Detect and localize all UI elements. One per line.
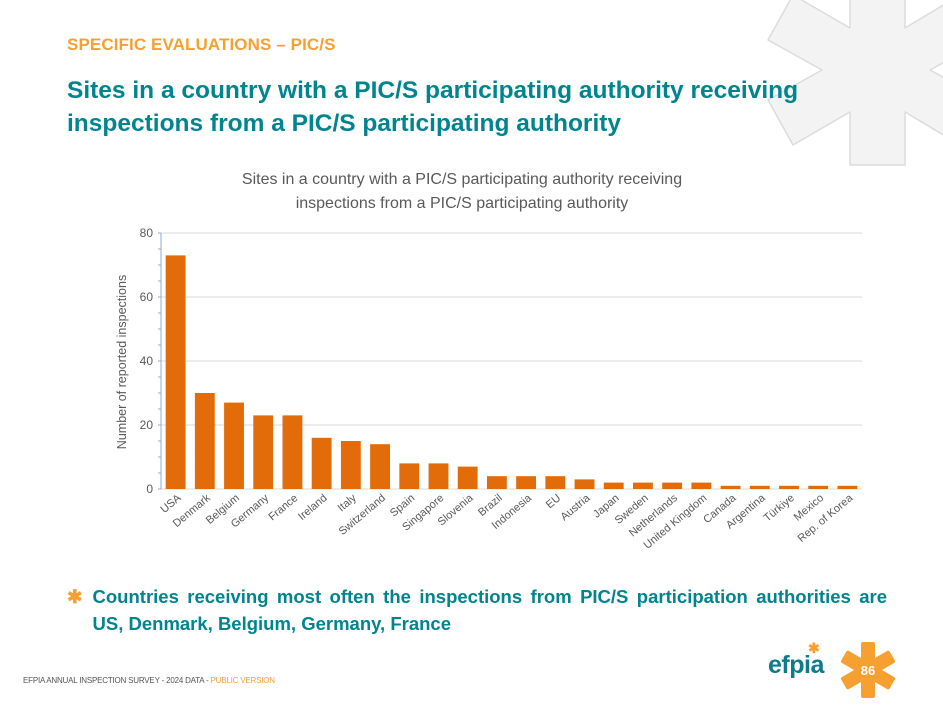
y-axis-label: Number of reported inspections bbox=[115, 275, 129, 449]
bars bbox=[165, 255, 858, 489]
asterisk-icon: ✱ bbox=[67, 586, 83, 607]
bar-singapore bbox=[428, 463, 449, 489]
bar-brazil bbox=[486, 476, 507, 489]
chart-title-line-2: inspections from a PIC/S participating a… bbox=[296, 195, 629, 212]
bar-spain bbox=[399, 463, 420, 489]
y-tick-label: 40 bbox=[140, 354, 154, 368]
bar-united-kingdom bbox=[691, 482, 712, 489]
bar-rep-of-korea bbox=[837, 485, 858, 489]
page-title: Sites in a country with a PIC/S particip… bbox=[67, 77, 799, 137]
key-finding-text: Countries receiving most often the inspe… bbox=[92, 586, 887, 634]
efpia-logo: efpia bbox=[768, 651, 824, 679]
x-tick-label: Ireland bbox=[296, 492, 329, 523]
footer: EFPIA ANNUAL INSPECTION SURVEY - 2024 DA… bbox=[23, 676, 275, 685]
bar-sweden bbox=[633, 482, 653, 489]
x-tick-label: Austria bbox=[558, 492, 593, 524]
chart-title-line-1: Sites in a country with a PIC/S particip… bbox=[242, 171, 682, 188]
bar-ireland bbox=[311, 437, 332, 489]
logo-asterisk-icon: ✱ bbox=[808, 640, 820, 656]
y-axis: 0 20 40 60 80 bbox=[140, 226, 162, 496]
badge-asterisk-icon bbox=[840, 642, 896, 698]
bar-belgium bbox=[224, 402, 244, 489]
bar-eu bbox=[545, 476, 566, 489]
x-tick-label: Italy bbox=[336, 492, 360, 514]
bar-indonesia bbox=[516, 476, 537, 489]
bar-italy bbox=[340, 441, 361, 489]
x-tick-label: France bbox=[266, 492, 300, 523]
y-tick-label: 0 bbox=[146, 482, 153, 496]
footer-public-version: PUBLIC VERSION bbox=[210, 676, 276, 685]
bar-netherlands bbox=[662, 482, 683, 489]
bar-argentina bbox=[749, 485, 770, 489]
section-title: SPECIFIC EVALUATIONS – PIC/S bbox=[67, 35, 336, 54]
key-finding: ✱ Countries receiving most often the ins… bbox=[67, 583, 887, 637]
bar-france bbox=[282, 415, 303, 489]
bar-mexico bbox=[808, 485, 829, 489]
x-tick-label: EU bbox=[544, 492, 563, 511]
bar-t-rkiye bbox=[779, 485, 799, 489]
page-number: 86 bbox=[861, 663, 875, 678]
bar-japan bbox=[603, 482, 624, 489]
y-tick-label: 80 bbox=[140, 226, 154, 240]
page-number-badge: 86 bbox=[840, 642, 896, 698]
bar-austria bbox=[574, 479, 595, 489]
x-tick-label: Türkiye bbox=[762, 492, 797, 524]
bar-canada bbox=[720, 485, 741, 489]
footer-text: EFPIA ANNUAL INSPECTION SURVEY - 2024 DA… bbox=[23, 676, 211, 685]
bar-switzerland bbox=[370, 444, 390, 489]
y-tick-label: 20 bbox=[140, 418, 154, 432]
bar-slovenia bbox=[457, 466, 478, 489]
y-tick-label: 60 bbox=[140, 290, 154, 304]
bar-denmark bbox=[194, 393, 215, 489]
gridlines bbox=[161, 232, 862, 490]
bar-germany bbox=[253, 415, 274, 489]
bar-usa bbox=[165, 255, 186, 489]
